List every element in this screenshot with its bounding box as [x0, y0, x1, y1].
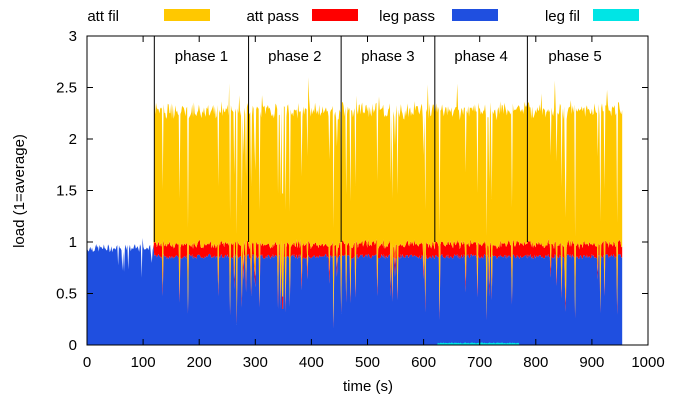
x-tick-label: 600 — [411, 354, 436, 371]
y-tick-label: 2 — [69, 131, 77, 148]
y-tick-label: 0.5 — [56, 286, 77, 303]
x-tick-label: 0 — [83, 354, 91, 371]
legend-label: att pass — [246, 8, 299, 25]
series-att-pass-area — [87, 238, 623, 329]
y-tick-label: 3 — [69, 28, 77, 45]
y-tick-label: 1 — [69, 234, 77, 251]
legend-label: att fil — [87, 8, 119, 25]
phase-label: phase 5 — [548, 48, 601, 65]
phase-label: phase 3 — [361, 48, 414, 65]
legend: att fil att pass leg pass leg fil — [87, 8, 639, 25]
y-axis-label: load (1=average) — [11, 134, 28, 248]
axes: 0 100 200 300 400 500 600 700 800 900 1000 0 0.5 1 1.5… — [56, 28, 665, 371]
y-tick-label: 1.5 — [56, 183, 77, 200]
phase-label: phase 1 — [175, 48, 228, 65]
y-tick-label: 0 — [69, 337, 77, 354]
plot-area — [87, 77, 623, 345]
series-leg-fil-area — [87, 342, 623, 345]
x-tick-label: 900 — [579, 354, 604, 371]
phase-label: phase 4 — [454, 48, 507, 65]
legend-label: leg pass — [379, 8, 435, 25]
x-tick-label: 500 — [355, 354, 380, 371]
legend-swatch — [593, 9, 639, 21]
legend-swatch — [164, 9, 210, 21]
series-att-fil-area — [87, 77, 623, 324]
series-leg-pass-area — [87, 238, 623, 345]
x-tick-label: 800 — [523, 354, 548, 371]
x-axis-label: time (s) — [343, 378, 393, 395]
y-tick-label: 2.5 — [56, 80, 77, 97]
x-tick-label: 700 — [467, 354, 492, 371]
x-tick-label: 1000 — [631, 354, 664, 371]
x-tick-label: 100 — [131, 354, 156, 371]
legend-swatch — [312, 9, 358, 21]
x-tick-label: 400 — [299, 354, 324, 371]
phase-label: phase 2 — [268, 48, 321, 65]
x-tick-label: 300 — [243, 354, 268, 371]
legend-swatch — [452, 9, 498, 21]
phase-markers: phase 1 phase 2 phase 3 phase 4 phase 5 — [153, 36, 602, 242]
legend-label: leg fil — [545, 8, 580, 25]
x-tick-label: 200 — [187, 354, 212, 371]
